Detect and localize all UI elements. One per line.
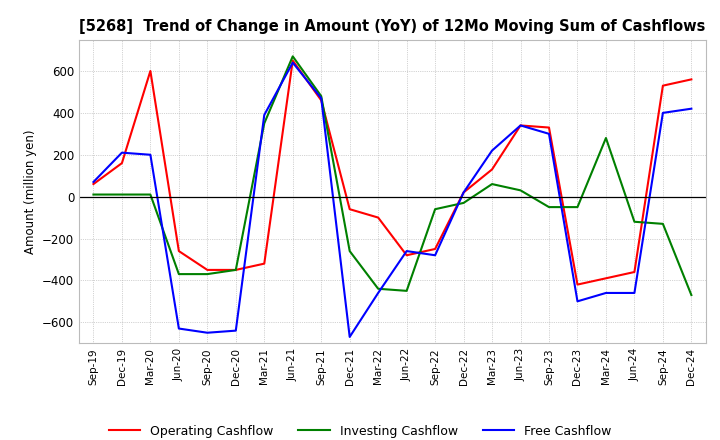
- Free Cashflow: [659, 110, 667, 116]
- Investing Cashflow: [232, 267, 240, 272]
- Free Cashflow: [317, 95, 325, 101]
- Investing Cashflow: [659, 221, 667, 227]
- Operating Cashflow: [573, 282, 582, 287]
- Investing Cashflow: [602, 136, 611, 141]
- Operating Cashflow: [374, 215, 382, 220]
- Free Cashflow: [232, 328, 240, 333]
- Free Cashflow: [545, 131, 554, 136]
- Operating Cashflow: [516, 123, 525, 128]
- Investing Cashflow: [203, 271, 212, 277]
- Investing Cashflow: [174, 271, 183, 277]
- Free Cashflow: [117, 150, 126, 155]
- Investing Cashflow: [516, 188, 525, 193]
- Y-axis label: Amount (million yen): Amount (million yen): [24, 129, 37, 253]
- Investing Cashflow: [117, 192, 126, 197]
- Investing Cashflow: [630, 219, 639, 224]
- Operating Cashflow: [174, 249, 183, 254]
- Operating Cashflow: [317, 98, 325, 103]
- Operating Cashflow: [431, 246, 439, 252]
- Investing Cashflow: [289, 54, 297, 59]
- Operating Cashflow: [146, 68, 155, 73]
- Legend: Operating Cashflow, Investing Cashflow, Free Cashflow: Operating Cashflow, Investing Cashflow, …: [104, 420, 616, 440]
- Operating Cashflow: [203, 267, 212, 272]
- Investing Cashflow: [431, 206, 439, 212]
- Operating Cashflow: [289, 58, 297, 63]
- Investing Cashflow: [89, 192, 98, 197]
- Free Cashflow: [146, 152, 155, 158]
- Free Cashflow: [487, 148, 496, 153]
- Operating Cashflow: [659, 83, 667, 88]
- Free Cashflow: [602, 290, 611, 296]
- Line: Investing Cashflow: Investing Cashflow: [94, 56, 691, 295]
- Line: Free Cashflow: Free Cashflow: [94, 62, 691, 337]
- Investing Cashflow: [346, 249, 354, 254]
- Operating Cashflow: [545, 125, 554, 130]
- Operating Cashflow: [260, 261, 269, 266]
- Investing Cashflow: [260, 121, 269, 126]
- Title: [5268]  Trend of Change in Amount (YoY) of 12Mo Moving Sum of Cashflows: [5268] Trend of Change in Amount (YoY) o…: [79, 19, 706, 34]
- Free Cashflow: [459, 190, 468, 195]
- Investing Cashflow: [545, 205, 554, 210]
- Free Cashflow: [260, 112, 269, 117]
- Investing Cashflow: [487, 181, 496, 187]
- Free Cashflow: [402, 249, 411, 254]
- Operating Cashflow: [487, 167, 496, 172]
- Investing Cashflow: [687, 293, 696, 298]
- Investing Cashflow: [374, 286, 382, 291]
- Free Cashflow: [346, 334, 354, 340]
- Line: Operating Cashflow: Operating Cashflow: [94, 61, 691, 285]
- Operating Cashflow: [402, 253, 411, 258]
- Operating Cashflow: [117, 161, 126, 166]
- Free Cashflow: [516, 123, 525, 128]
- Free Cashflow: [431, 253, 439, 258]
- Investing Cashflow: [146, 192, 155, 197]
- Free Cashflow: [687, 106, 696, 111]
- Operating Cashflow: [346, 206, 354, 212]
- Operating Cashflow: [232, 267, 240, 272]
- Free Cashflow: [374, 290, 382, 296]
- Free Cashflow: [203, 330, 212, 335]
- Investing Cashflow: [573, 205, 582, 210]
- Investing Cashflow: [459, 200, 468, 205]
- Operating Cashflow: [89, 181, 98, 187]
- Free Cashflow: [573, 299, 582, 304]
- Operating Cashflow: [602, 275, 611, 281]
- Operating Cashflow: [459, 190, 468, 195]
- Free Cashflow: [630, 290, 639, 296]
- Free Cashflow: [289, 60, 297, 65]
- Operating Cashflow: [687, 77, 696, 82]
- Investing Cashflow: [402, 288, 411, 293]
- Investing Cashflow: [317, 93, 325, 99]
- Operating Cashflow: [630, 269, 639, 275]
- Free Cashflow: [89, 180, 98, 185]
- Free Cashflow: [174, 326, 183, 331]
